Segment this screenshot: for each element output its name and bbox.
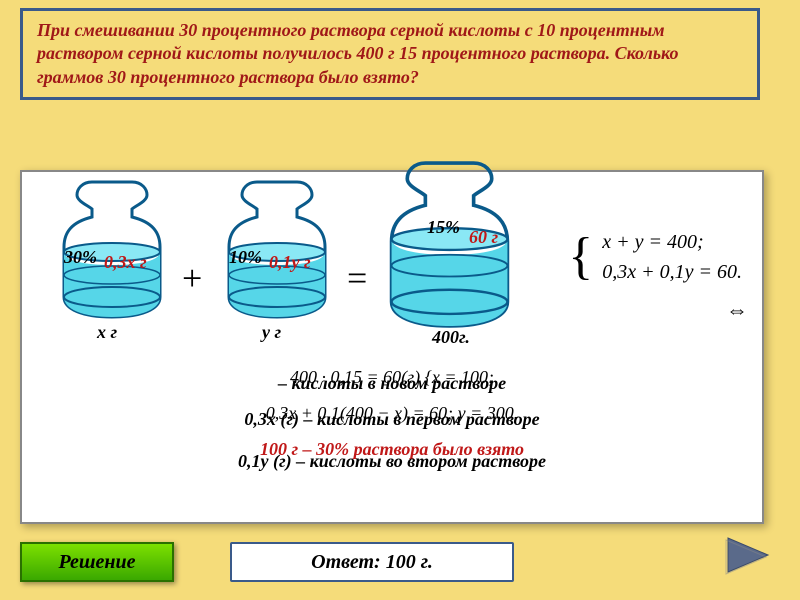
- arrow-right-icon: [720, 530, 775, 580]
- equation-line-2: 0,3x + 0,1y = 60.: [602, 261, 742, 283]
- derivation-row-1: 400 · 0,15 = 60(г) {x = 100; – кислоты в…: [22, 367, 762, 399]
- flask-1-acid: 0,3x г: [104, 252, 147, 273]
- solution-button-label: Решение: [58, 551, 135, 574]
- derivation-row-3: 100 г – 30% раствора было взято 0,1y (г)…: [22, 439, 762, 471]
- flask-1-mass: x г: [97, 322, 117, 343]
- flask-1: 30% 0,3x г x г: [52, 177, 172, 322]
- flask-3-percent: 15%: [427, 217, 460, 238]
- flask-2: 10% 0,1y г y г: [217, 177, 337, 322]
- next-arrow-button[interactable]: [720, 530, 775, 585]
- flasks-row: 30% 0,3x г x г + 10% 0,1y г y г =: [22, 172, 762, 347]
- flask-2-mass: y г: [262, 322, 281, 343]
- flask-3-mass: 400г.: [432, 327, 470, 348]
- plus-operator: +: [182, 257, 202, 299]
- answer-box: Ответ: 100 г.: [230, 542, 514, 582]
- deriv-1-text: – кислоты в новом растворе: [278, 373, 506, 394]
- deriv-3-text-black: 0,1y (г) – кислоты во втором растворе: [238, 451, 546, 472]
- solution-button[interactable]: Решение: [20, 542, 174, 582]
- problem-text: При смешивании 30 процентного раствора с…: [37, 20, 678, 87]
- left-brace-icon: {: [568, 231, 593, 283]
- equals-operator: =: [347, 257, 367, 299]
- iff-symbol: ⇔: [726, 297, 748, 323]
- problem-statement: При смешивании 30 процентного раствора с…: [20, 8, 760, 100]
- flask-3-svg: [377, 157, 522, 332]
- derivation-row-2: 0,3x + 0,1(400 − x) = 60; y = 300. 0,3x …: [22, 403, 762, 435]
- flask-2-acid: 0,1y г: [269, 252, 311, 273]
- equation-system: { x + y = 400; 0,3x + 0,1y = 60. ⇔: [568, 227, 742, 287]
- deriv-2-text: 0,3x (г) – кислоты в первом растворе: [244, 409, 539, 430]
- flask-2-percent: 10%: [229, 247, 262, 268]
- flask-3-acid: 60 г: [469, 227, 498, 248]
- flask-3: 15% 60 г 400г.: [377, 157, 522, 332]
- equation-line-1: x + y = 400;: [602, 231, 703, 253]
- flask-1-percent: 30%: [64, 247, 97, 268]
- work-area: 30% 0,3x г x г + 10% 0,1y г y г =: [20, 170, 764, 524]
- answer-text: Ответ: 100 г.: [311, 551, 433, 574]
- derivation-notes: 400 · 0,15 = 60(г) {x = 100; – кислоты в…: [22, 367, 762, 475]
